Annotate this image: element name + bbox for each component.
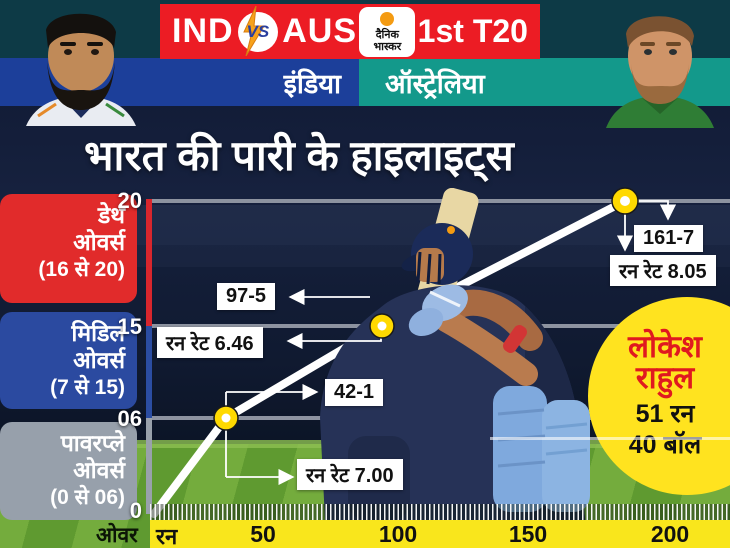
vs-label: VS [246,21,270,41]
aaron-finch-photo [606,16,714,128]
phase-range: (0 से 06) [50,486,125,510]
phase-label: डेथ [97,202,125,228]
y-axis-phase-segments [146,199,152,514]
x-axis-title: रन [156,524,178,548]
match-header-banner: IND VS AUS दैनिक भास्कर 1st T20 [160,4,540,59]
callout-arrows [225,200,677,486]
tab-india-label: इंडिया [283,68,341,99]
field-boundary-line [490,437,730,440]
tab-australia-label: ऑस्ट्रेलिया [385,68,485,99]
callout-final-rate: रन रेट 8.05 [610,255,716,286]
vs-badge-icon: VS [236,5,280,56]
match-number-label: 1st T20 [417,13,528,49]
x-tick-200: 200 [650,521,690,547]
innings-progress-line [150,197,629,518]
team-aus-label: AUS [282,12,358,50]
stadium-stand-band [0,245,730,267]
brand-name-line2: भास्कर [373,40,402,53]
callout-powerplay-rate: रन रेट 7.00 [297,459,403,490]
y-tick-15: 15 [117,314,142,339]
player-name-line2: राहुल [635,359,695,395]
phase-box-death-overs: डेथ ओवर्स (16 से 20) [0,194,137,303]
callout-middle-rate: रन रेट 6.46 [157,327,263,358]
callout-final-score: 161-7 [634,225,704,252]
phase-box-powerplay-overs: पावरप्ले ओवर्स (0 से 06) [0,422,137,520]
callout-powerplay-score: 42-1 [325,379,384,406]
x-axis-bar: रन 50 100 150 200 [150,520,730,548]
phase-range: (16 से 20) [38,258,125,282]
batsman-helmet [401,223,473,285]
phase-label: पावरप्ले [60,430,125,456]
player-runs: 51 रन [635,399,695,428]
phase-label: ओवर्स [73,347,125,374]
y-tick-20: 20 [117,188,142,213]
data-point-middle [369,313,395,339]
batting-pads [493,386,590,512]
batting-gloves [408,284,468,337]
dainik-bhaskar-logo: दैनिक भास्कर [359,6,416,57]
y-axis-title: ओवर [96,524,138,547]
x-tick-50: 50 [250,521,276,547]
player-name-line1: लोकेश [628,328,702,364]
data-point-powerplay [213,405,239,431]
page-title: भारत की पारी के हाइलाइट्स [84,132,514,179]
y-tick-0: 0 [129,498,142,523]
data-point-final [611,187,639,215]
x-tick-150: 150 [508,521,548,547]
brand-sun-icon [380,11,395,26]
phase-label: ओवर्स [73,229,125,256]
brand-name-line1: दैनिक [375,29,399,42]
phase-label: मिडिल [71,320,125,346]
x-axis-tick-ruler [150,504,730,520]
team-ind-label: IND [172,12,234,50]
callout-middle-score: 97-5 [217,283,276,310]
phase-box-middle-overs: मिडिल ओवर्स (7 से 15) [0,312,137,409]
phase-range: (7 से 15) [50,376,125,400]
virat-kohli-photo [26,13,136,126]
y-tick-06: 06 [117,406,142,431]
x-tick-100: 100 [378,521,418,547]
player-balls: 40 बॉल [628,431,702,459]
phase-label: ओवर्स [73,457,125,484]
